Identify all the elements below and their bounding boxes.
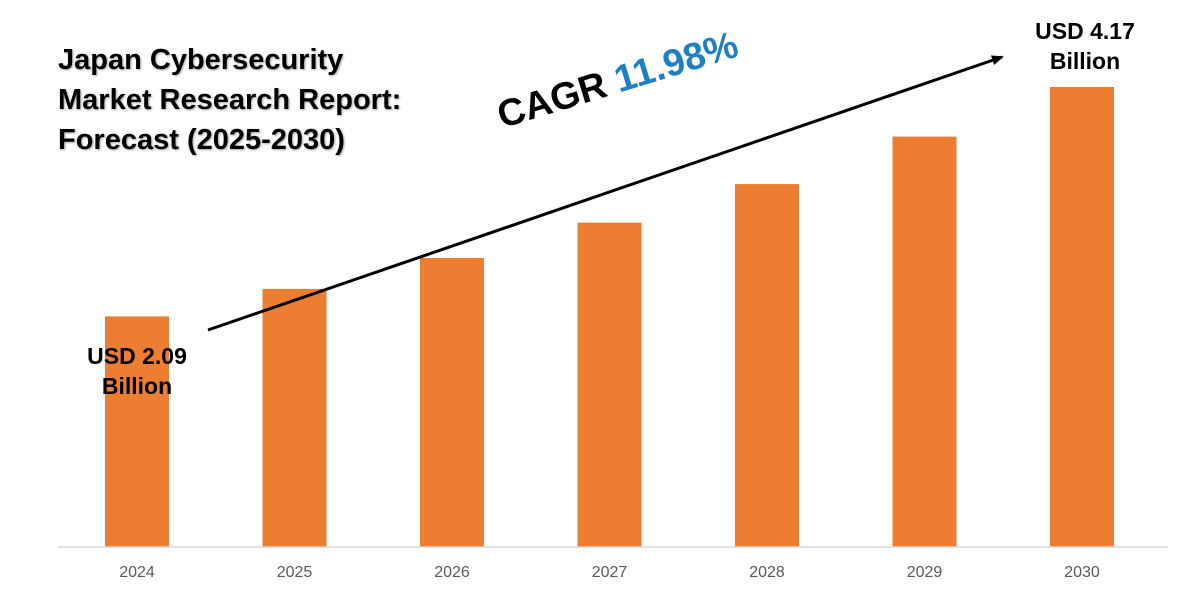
title-line-1: Japan Cybersecurity <box>58 44 344 76</box>
bar-2024 <box>105 316 169 547</box>
x-axis-ticks: 2024 2025 2026 2027 2028 2029 2030 <box>119 564 1100 581</box>
bar-2028 <box>735 184 799 547</box>
bar-2025 <box>262 288 327 547</box>
x-tick-label-2030: 2030 <box>1064 564 1100 581</box>
start-value-amount: USD 2.09 <box>87 343 187 369</box>
title-line-2: Market Research Report: <box>58 84 402 116</box>
bars-group <box>105 87 1114 547</box>
x-tick-label-2026: 2026 <box>434 564 470 581</box>
bar-2027 <box>577 222 642 547</box>
x-tick-label-2024: 2024 <box>119 564 155 581</box>
end-value-amount: USD 4.17 <box>1035 18 1135 44</box>
end-value-label: USD 4.17 Billion <box>1010 16 1160 76</box>
x-tick-label-2029: 2029 <box>907 564 943 581</box>
start-value-unit: Billion <box>101 373 173 399</box>
x-tick-label-2027: 2027 <box>592 564 628 581</box>
bar-2026 <box>420 258 484 547</box>
chart-title: Japan Cybersecurity Market Research Repo… <box>58 40 498 160</box>
x-tick-label-2025: 2025 <box>277 564 313 581</box>
bar-2030 <box>1050 87 1114 547</box>
end-value-unit: Billion <box>1049 48 1121 74</box>
bar-2029 <box>892 136 957 547</box>
start-value-label: USD 2.09 Billion <box>62 341 212 401</box>
title-line-3: Forecast (2025-2030) <box>58 124 345 156</box>
x-tick-label-2028: 2028 <box>749 564 785 581</box>
cagr-trend-arrow <box>207 55 1004 332</box>
